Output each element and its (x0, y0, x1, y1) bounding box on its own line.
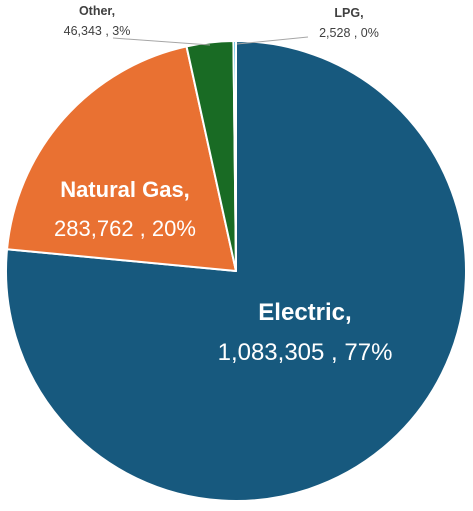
label-electric-value: 1,083,305 , 77% (218, 339, 393, 366)
leader-line-other (112, 37, 211, 46)
label-natural-gas-value: 283,762 , 20% (54, 216, 196, 241)
pie-slices (5, 40, 467, 502)
label-natural-gas-name: Natural Gas, (60, 177, 190, 202)
leader-line-lpg (236, 36, 309, 45)
pie-slice-lpg (232, 40, 237, 272)
label-other-name: Other, (79, 4, 115, 18)
pie-slice-natural-gas (6, 45, 237, 272)
label-other-value: 46,343 , 3% (64, 24, 131, 38)
label-lpg-name: LPG, (334, 6, 363, 20)
label-lpg-value: 2,528 , 0% (319, 26, 379, 40)
label-electric-name: Electric, (258, 299, 351, 326)
